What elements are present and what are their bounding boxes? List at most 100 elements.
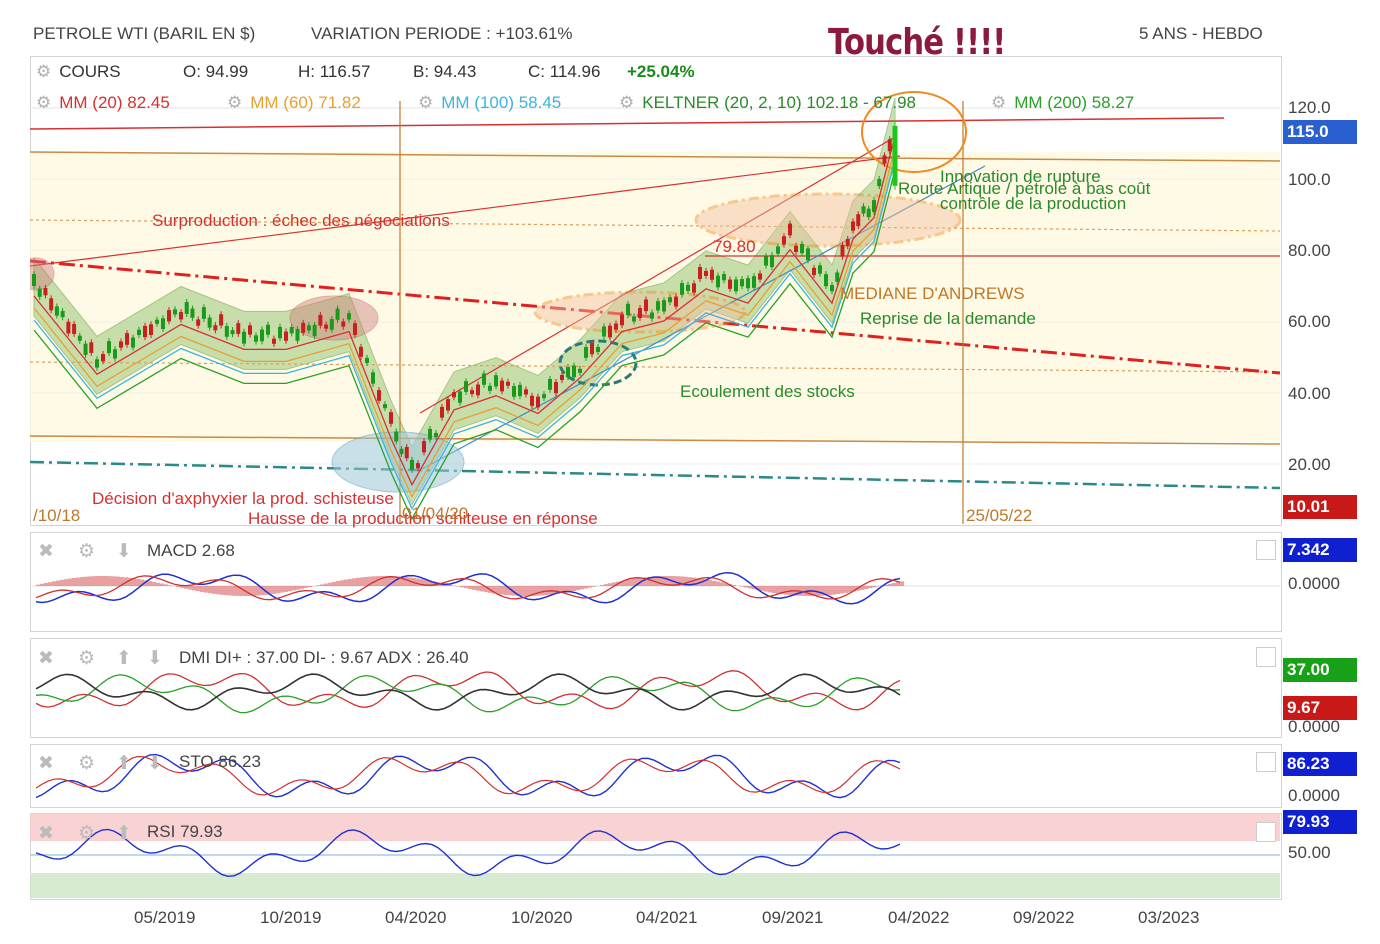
- red-fan-line-1: [30, 155, 901, 267]
- rsi-close-icon[interactable]: ✖: [38, 823, 54, 844]
- keltner-gear-icon[interactable]: ⚙: [619, 93, 635, 112]
- macd-histogram-bar: [380, 576, 384, 586]
- dmi-up-icon[interactable]: ⬆: [116, 648, 132, 669]
- date-0522-label: 25/05/22: [966, 506, 1033, 525]
- macd-histogram-bar: [524, 586, 528, 596]
- macd-histogram-bar: [228, 586, 232, 596]
- annotation-7980: 79.80: [713, 237, 756, 256]
- variation-label: VARIATION PERIODE : +103.61%: [311, 24, 573, 43]
- sto-gear-icon[interactable]: ⚙: [78, 753, 96, 774]
- sto-d-line: [35, 755, 901, 796]
- dmi-down-icon[interactable]: ⬇: [147, 648, 163, 669]
- candle-body: [728, 279, 732, 289]
- candle-body: [494, 375, 498, 387]
- candle-body: [377, 390, 381, 401]
- price-chart[interactable]: [30, 56, 1280, 524]
- annotation-reprise: Reprise de la demande: [860, 309, 1036, 328]
- sto-name: STO: [179, 752, 214, 771]
- mm100-gear-icon[interactable]: ⚙: [418, 93, 434, 112]
- macd-histogram-bar: [780, 586, 784, 595]
- sto-close-icon[interactable]: ✖: [38, 753, 54, 774]
- macd-histogram-bar: [696, 578, 700, 586]
- dmi-chart[interactable]: [30, 638, 1280, 736]
- period-selector[interactable]: 5 ANS - HEBDO: [1139, 24, 1263, 43]
- macd-close-icon[interactable]: ✖: [38, 541, 54, 562]
- dmi-close-icon[interactable]: ✖: [38, 648, 54, 669]
- sto-checkbox[interactable]: [1256, 752, 1276, 772]
- macd-histogram-bar: [232, 586, 236, 596]
- candle-body: [49, 298, 54, 311]
- rsi-oversold-zone: [30, 873, 1280, 898]
- macd-histogram-bar: [900, 581, 904, 586]
- candle-body: [353, 323, 357, 335]
- macd-label: MACD 2.68: [147, 541, 235, 561]
- candle-body: [794, 245, 798, 253]
- candle-body: [254, 335, 258, 342]
- candle-body: [770, 255, 774, 268]
- macd-histogram-bar: [664, 576, 668, 586]
- candle-body: [365, 357, 369, 364]
- annotation-decision: Décision d'axphyxier la prod. schisteuse: [92, 489, 394, 508]
- sto-up-icon[interactable]: ⬆: [116, 753, 132, 774]
- candle-body: [125, 333, 129, 345]
- candle-body: [72, 323, 77, 334]
- red-fan-line-2: [419, 136, 896, 414]
- macd-histogram-bar: [476, 586, 480, 591]
- candle-body: [680, 283, 684, 295]
- candle-body: [812, 267, 816, 276]
- candle-body: [213, 325, 218, 331]
- candle-body: [89, 342, 94, 353]
- macd-histogram-bar: [424, 579, 428, 586]
- mm200-gear-icon[interactable]: ⚙: [991, 93, 1007, 112]
- mm200-label: MM (200) 58.27: [1014, 93, 1135, 112]
- candle-body: [470, 390, 474, 395]
- macd-histogram-bar: [740, 586, 744, 587]
- candle-body: [404, 446, 409, 459]
- blue-trend-line: [419, 165, 986, 471]
- macd-histogram-bar: [868, 586, 872, 589]
- macd-histogram-bar: [388, 576, 392, 586]
- close-value: C: 114.96: [528, 62, 601, 81]
- rsi-gear-icon[interactable]: ⚙: [78, 823, 96, 844]
- macd-histogram-bar: [460, 586, 464, 588]
- macd-checkbox[interactable]: [1256, 540, 1276, 560]
- dmi-checkbox[interactable]: [1256, 647, 1276, 667]
- macd-histogram-bar: [768, 586, 772, 593]
- macd-zero: 0.0000: [1288, 574, 1340, 593]
- candle-body: [578, 368, 582, 373]
- macd-histogram-bar: [828, 586, 832, 595]
- macd-histogram-bar: [704, 579, 708, 586]
- macd-histogram-bar: [212, 586, 216, 594]
- candle-body: [482, 373, 486, 385]
- candle-body: [602, 326, 606, 337]
- macd-histogram-bar: [884, 584, 888, 586]
- dmi-gear-icon[interactable]: ⚙: [78, 648, 96, 669]
- rsi-mid: 50.00: [1288, 843, 1331, 862]
- cours-gear-icon[interactable]: ⚙: [36, 62, 52, 81]
- candle-body: [66, 321, 71, 334]
- macd-histogram-bar: [556, 586, 560, 594]
- rsi-chart[interactable]: [30, 813, 1280, 898]
- macd-histogram-bar: [348, 578, 352, 586]
- mm20-gear-icon[interactable]: ⚙: [36, 93, 52, 112]
- candle-body: [434, 432, 438, 437]
- candle-body: [856, 214, 861, 227]
- macd-chart[interactable]: [30, 532, 1280, 630]
- macd-histogram-bar: [644, 577, 648, 586]
- mm60-gear-icon[interactable]: ⚙: [227, 93, 243, 112]
- rsi-up-icon[interactable]: ⬆: [116, 823, 132, 844]
- candle-body: [845, 238, 850, 247]
- candle-body: [506, 381, 510, 386]
- macd-histogram-bar: [752, 586, 756, 590]
- macd-histogram-bar: [332, 581, 336, 586]
- sto-down-icon[interactable]: ⬇: [147, 753, 163, 774]
- annotation-surproduction: Surproduction : échec des négociations: [152, 211, 450, 230]
- macd-histogram-bar: [564, 586, 568, 593]
- macd-gear-icon[interactable]: ⚙: [78, 541, 96, 562]
- rsi-checkbox[interactable]: [1256, 822, 1276, 842]
- macd-down-icon[interactable]: ⬇: [116, 541, 132, 562]
- macd-histogram-bar: [516, 586, 520, 596]
- candle-body: [800, 243, 804, 254]
- sto-chart[interactable]: [30, 744, 1280, 806]
- macd-histogram-bar: [304, 586, 308, 588]
